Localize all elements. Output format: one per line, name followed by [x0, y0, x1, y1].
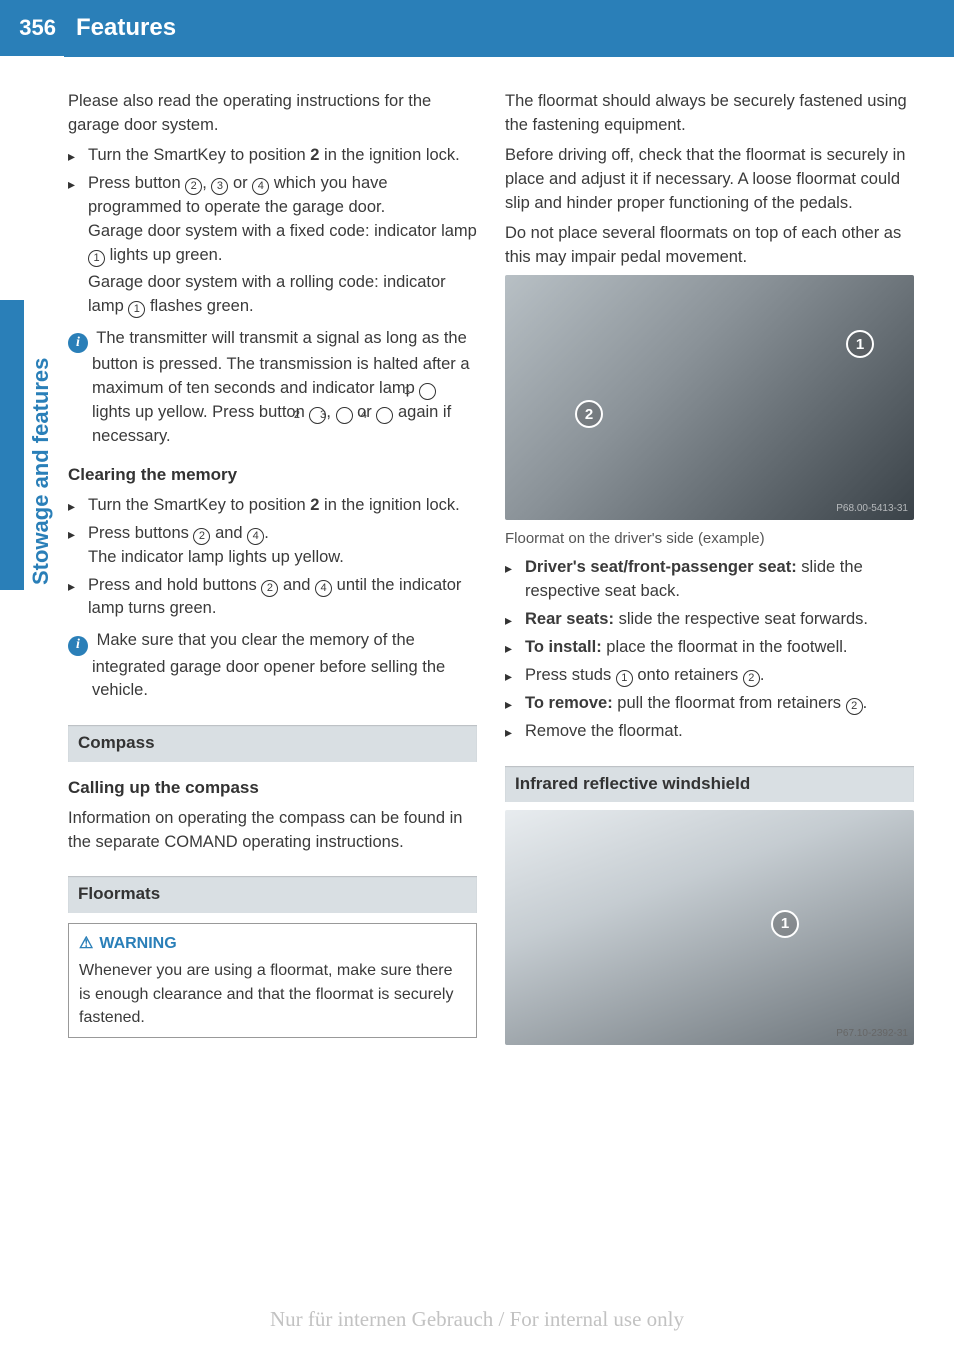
list-item: To remove: pull the floormat from retain… [505, 692, 914, 716]
compass-text: Information on operating the compass can… [68, 807, 477, 855]
circled-num: 1 [419, 383, 436, 400]
figure-id: P67.10-2392-31 [836, 1027, 908, 1042]
figure-floormat: 1 2 P68.00-5413-31 [505, 275, 914, 520]
section-floormats: Floormats [68, 876, 477, 913]
circled-num: 2 [846, 698, 863, 715]
list-item: Press buttons 2 and 4. The indicator lam… [68, 522, 477, 570]
figure-id: P68.00-5413-31 [836, 502, 908, 517]
list-item: Garage door system with a rolling code: … [68, 271, 477, 319]
warning-text: Whenever you are using a floormat, make … [79, 959, 466, 1029]
list-item: Press and hold buttons 2 and 4 until the… [68, 574, 477, 622]
section-infrared: Infrared reflective windshield [505, 766, 914, 803]
info-note: i The transmitter will transmit a signal… [68, 327, 477, 449]
circled-num: 4 [252, 178, 269, 195]
circled-num: 1 [88, 250, 105, 267]
list-item: Turn the SmartKey to position 2 in the i… [68, 494, 477, 518]
warning-icon: ⚠ [79, 935, 93, 952]
circled-num: 3 [211, 178, 228, 195]
circled-num: 2 [743, 670, 760, 687]
circled-num: 1 [128, 301, 145, 318]
intro-text: Please also read the operating instructi… [68, 90, 477, 138]
callout-2: 2 [575, 400, 603, 428]
side-tab [0, 300, 24, 590]
left-column: Please also read the operating instructi… [68, 90, 477, 1274]
section-compass: Compass [68, 725, 477, 762]
info-icon: i [68, 636, 88, 656]
list-item: Press button 2, 3 or 4 which you have pr… [68, 172, 477, 268]
page-header: 356 Features [0, 0, 954, 56]
circled-num: 2 [261, 580, 278, 597]
circled-num: 4 [247, 528, 264, 545]
para: Do not place several floormats on top of… [505, 222, 914, 270]
callout-1: 1 [846, 330, 874, 358]
info-note: i Make sure that you clear the memory of… [68, 629, 477, 703]
step-list: Turn the SmartKey to position 2 in the i… [68, 144, 477, 319]
list-item: Remove the floormat. [505, 720, 914, 744]
circled-num: 2 [193, 528, 210, 545]
side-tab-text: Stowage and features [28, 358, 54, 585]
info-icon: i [68, 333, 88, 353]
footer-watermark: Nur für internen Gebrauch / For internal… [0, 1307, 954, 1332]
figure-caption: Floormat on the driver's side (example) [505, 528, 914, 550]
figure-windshield: 1 P67.10-2392-31 [505, 810, 914, 1045]
floormat-steps: Driver's seat/front-passenger seat: slid… [505, 556, 914, 743]
clearing-list: Turn the SmartKey to position 2 in the i… [68, 494, 477, 622]
callout-1: 1 [771, 910, 799, 938]
list-item: Press studs 1 onto retainers 2. [505, 664, 914, 688]
circled-num: 3 [336, 407, 353, 424]
subhead-compass: Calling up the compass [68, 776, 477, 801]
list-item: Rear seats: slide the respective seat fo… [505, 608, 914, 632]
subhead-clearing: Clearing the memory [68, 463, 477, 488]
content-area: Please also read the operating instructi… [68, 90, 914, 1274]
warning-heading: ⚠WARNING [79, 932, 466, 955]
para: Before driving off, check that the floor… [505, 144, 914, 216]
list-item: Driver's seat/front-passenger seat: slid… [505, 556, 914, 604]
circled-num: 4 [376, 407, 393, 424]
list-item: To install: place the floormat in the fo… [505, 636, 914, 660]
circled-num: 1 [616, 670, 633, 687]
right-column: The floormat should always be securely f… [505, 90, 914, 1274]
warning-box: ⚠WARNING Whenever you are using a floorm… [68, 923, 477, 1038]
para: The floormat should always be securely f… [505, 90, 914, 138]
list-item: Turn the SmartKey to position 2 in the i… [68, 144, 477, 168]
circled-num: 4 [315, 580, 332, 597]
header-divider [64, 56, 954, 57]
page-number: 356 [0, 0, 64, 56]
page-title: Features [64, 0, 954, 56]
circled-num: 2 [185, 178, 202, 195]
